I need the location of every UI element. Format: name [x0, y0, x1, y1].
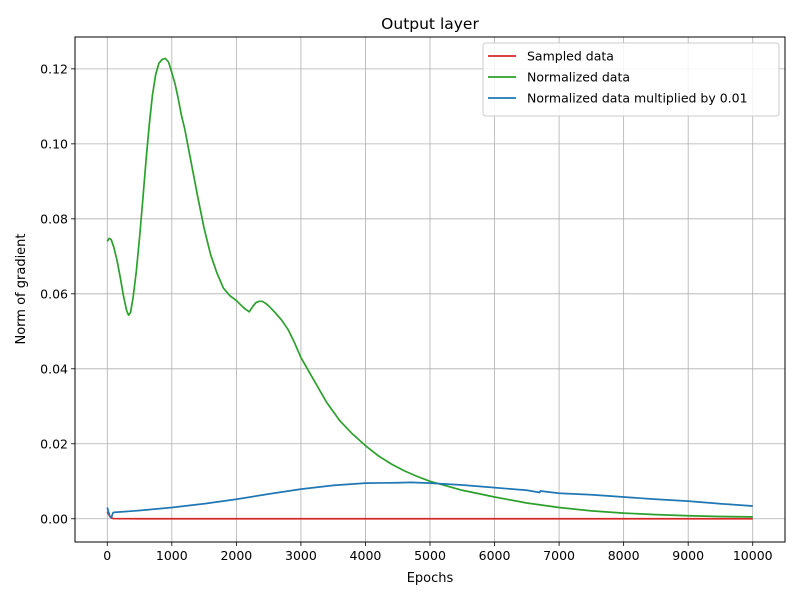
y-tick-label: 0.00 [40, 511, 68, 526]
x-tick-label: 6000 [479, 548, 511, 563]
chart-title: Output layer [381, 15, 479, 33]
x-axis-label: Epochs [407, 571, 454, 586]
y-tick-label: 0.08 [40, 211, 68, 226]
x-tick-label: 3000 [285, 548, 317, 563]
x-tick-label: 1000 [156, 548, 188, 563]
y-tick-label: 0.02 [40, 436, 68, 451]
x-tick-label: 2000 [220, 548, 252, 563]
series-line-3 [106, 481, 753, 519]
legend-label: Normalized data multiplied by 0.01 [527, 91, 748, 106]
x-tick-label: 0 [103, 548, 111, 563]
x-tick-label: 5000 [414, 548, 446, 563]
series-layer [106, 57, 753, 520]
y-tick-label: 0.10 [40, 136, 68, 151]
y-tick-label: 0.06 [40, 286, 68, 301]
y-axis-label: Norm of gradient [14, 233, 29, 344]
legend-box [482, 42, 780, 117]
x-tick-label: 10000 [733, 548, 773, 563]
x-tick-label: 4000 [350, 548, 382, 563]
y-axis: 0.00 0.02 0.04 0.06 0.08 0.10 0.12 [40, 61, 75, 526]
grid-layer [75, 37, 785, 542]
legend-label: Normalized data [527, 70, 630, 85]
x-axis: 0 1000 2000 3000 4000 5000 6000 7000 8000 9000 100… [103, 542, 773, 563]
x-tick-label: 9000 [672, 548, 704, 563]
series-line-2 [106, 57, 753, 518]
x-tick-label: 7000 [543, 548, 575, 563]
x-tick-label: 8000 [608, 548, 640, 563]
y-tick-label: 0.04 [40, 361, 68, 376]
y-tick-label: 0.12 [40, 61, 68, 76]
legend: Sampled data Normalized data Normalized da… [482, 42, 780, 117]
legend-label: Sampled data [527, 49, 614, 64]
